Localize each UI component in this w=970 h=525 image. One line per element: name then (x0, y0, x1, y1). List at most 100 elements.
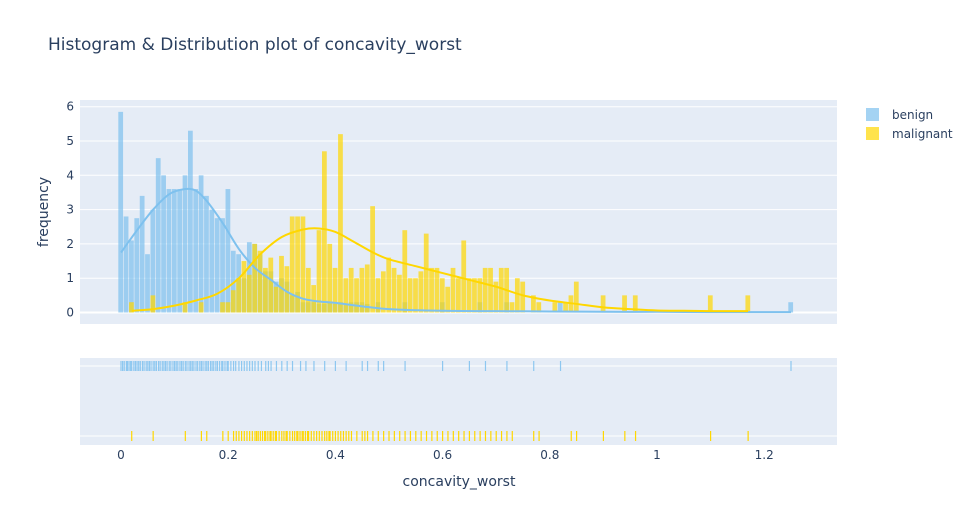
malignant-bar[interactable] (386, 257, 392, 313)
malignant-bar[interactable] (450, 267, 456, 313)
malignant-bar[interactable] (456, 278, 461, 313)
malignant-bar[interactable] (418, 271, 424, 313)
malignant-bar[interactable] (150, 295, 156, 313)
malignant-bar[interactable] (632, 295, 638, 313)
malignant-bar[interactable] (397, 274, 402, 313)
malignant-bar[interactable] (573, 281, 579, 313)
malignant-bar[interactable] (402, 230, 408, 313)
malignant-bar[interactable] (429, 267, 434, 313)
malignant-bar[interactable] (230, 290, 236, 313)
benign-bar[interactable] (139, 195, 145, 313)
benign-bar[interactable] (155, 158, 161, 313)
malignant-bar[interactable] (316, 230, 322, 313)
malignant-bar[interactable] (268, 257, 274, 313)
benign-bar[interactable] (225, 189, 231, 313)
malignant-bar[interactable] (241, 261, 247, 313)
malignant-bar[interactable] (493, 281, 499, 313)
malignant-bar[interactable] (198, 302, 204, 313)
malignant-bar[interactable] (257, 250, 263, 313)
malignant-bar[interactable] (252, 243, 258, 313)
benign-bar[interactable] (198, 175, 204, 313)
benign-bar[interactable] (171, 189, 177, 313)
malignant-bar[interactable] (552, 302, 558, 313)
benign-bar[interactable] (209, 209, 215, 313)
malignant-bar[interactable] (380, 271, 386, 313)
malignant-bar[interactable] (225, 302, 231, 313)
benign-bar[interactable] (193, 189, 199, 313)
legend-item-benign[interactable]: benign (866, 108, 933, 122)
malignant-bar[interactable] (343, 278, 349, 313)
benign-bar[interactable] (557, 302, 563, 313)
benign-bar[interactable] (204, 195, 209, 313)
malignant-bar[interactable] (327, 243, 333, 313)
rug-plot-area[interactable] (80, 358, 837, 445)
malignant-bar[interactable] (284, 266, 290, 313)
malignant-bar[interactable] (600, 295, 606, 313)
benign-bar[interactable] (230, 250, 236, 313)
malignant-bar[interactable] (509, 302, 515, 313)
malignant-bar[interactable] (236, 278, 241, 313)
malignant-bar[interactable] (622, 295, 627, 313)
malignant-bar[interactable] (520, 281, 526, 313)
malignant-bar[interactable] (498, 267, 504, 313)
malignant-bar[interactable] (488, 267, 493, 313)
malignant-bar[interactable] (263, 267, 268, 313)
malignant-bar[interactable] (391, 267, 397, 313)
malignant-bar[interactable] (472, 278, 477, 313)
malignant-bar[interactable] (364, 264, 370, 313)
benign-bar[interactable] (214, 218, 220, 313)
benign-bar[interactable] (123, 216, 129, 313)
benign-bar[interactable] (150, 209, 156, 313)
malignant-bar[interactable] (348, 267, 354, 313)
malignant-bar[interactable] (295, 216, 300, 313)
malignant-bar[interactable] (359, 267, 365, 313)
malignant-bar[interactable] (477, 278, 483, 313)
malignant-bar[interactable] (289, 216, 295, 313)
benign-bar[interactable] (134, 218, 140, 313)
benign-kde-line[interactable] (120, 187, 791, 314)
malignant-bar[interactable] (220, 302, 225, 313)
malignant-bar[interactable] (536, 302, 542, 313)
malignant-bar[interactable] (439, 278, 445, 313)
benign-bar[interactable] (177, 189, 183, 313)
malignant-bar[interactable] (407, 278, 413, 313)
malignant-bar[interactable] (338, 134, 343, 313)
benign-bar[interactable] (188, 130, 193, 313)
legend-item-malignant[interactable]: malignant (866, 127, 953, 141)
benign-bar[interactable] (166, 189, 172, 313)
malignant-bar[interactable] (531, 295, 536, 313)
malignant-bar[interactable] (745, 295, 751, 313)
benign-bar[interactable] (118, 111, 124, 313)
malignant-bar[interactable] (129, 302, 134, 313)
malignant-bar[interactable] (300, 216, 306, 313)
benign-bar[interactable] (220, 218, 225, 313)
malignant-bar[interactable] (182, 302, 188, 313)
malignant-bar[interactable] (423, 233, 429, 313)
benign-bar[interactable] (129, 240, 134, 313)
malignant-bar[interactable] (434, 267, 440, 313)
malignant-bar[interactable] (514, 278, 520, 313)
benign-bar[interactable] (182, 175, 188, 313)
malignant-bars (129, 134, 751, 313)
malignant-bar[interactable] (246, 274, 252, 313)
benign-bar[interactable] (161, 175, 166, 313)
malignant-bar[interactable] (375, 278, 381, 313)
malignant-bar[interactable] (370, 206, 375, 313)
malignant-bar[interactable] (273, 286, 279, 313)
malignant-bar[interactable] (354, 278, 359, 313)
malignant-bar[interactable] (482, 267, 488, 313)
malignant-kde-line[interactable] (131, 227, 749, 313)
malignant-bar[interactable] (413, 278, 418, 313)
malignant-bar[interactable] (563, 302, 568, 313)
benign-bar[interactable] (145, 254, 150, 313)
malignant-bar[interactable] (305, 267, 311, 313)
malignant-bar[interactable] (466, 278, 472, 313)
benign-bar[interactable] (788, 302, 794, 313)
malignant-bar[interactable] (707, 295, 713, 313)
malignant-bar[interactable] (322, 151, 327, 313)
malignant-bar[interactable] (279, 255, 284, 313)
malignant-bar[interactable] (461, 240, 467, 313)
malignant-bar[interactable] (311, 285, 317, 313)
malignant-bar[interactable] (332, 267, 338, 313)
malignant-bar[interactable] (445, 286, 451, 313)
